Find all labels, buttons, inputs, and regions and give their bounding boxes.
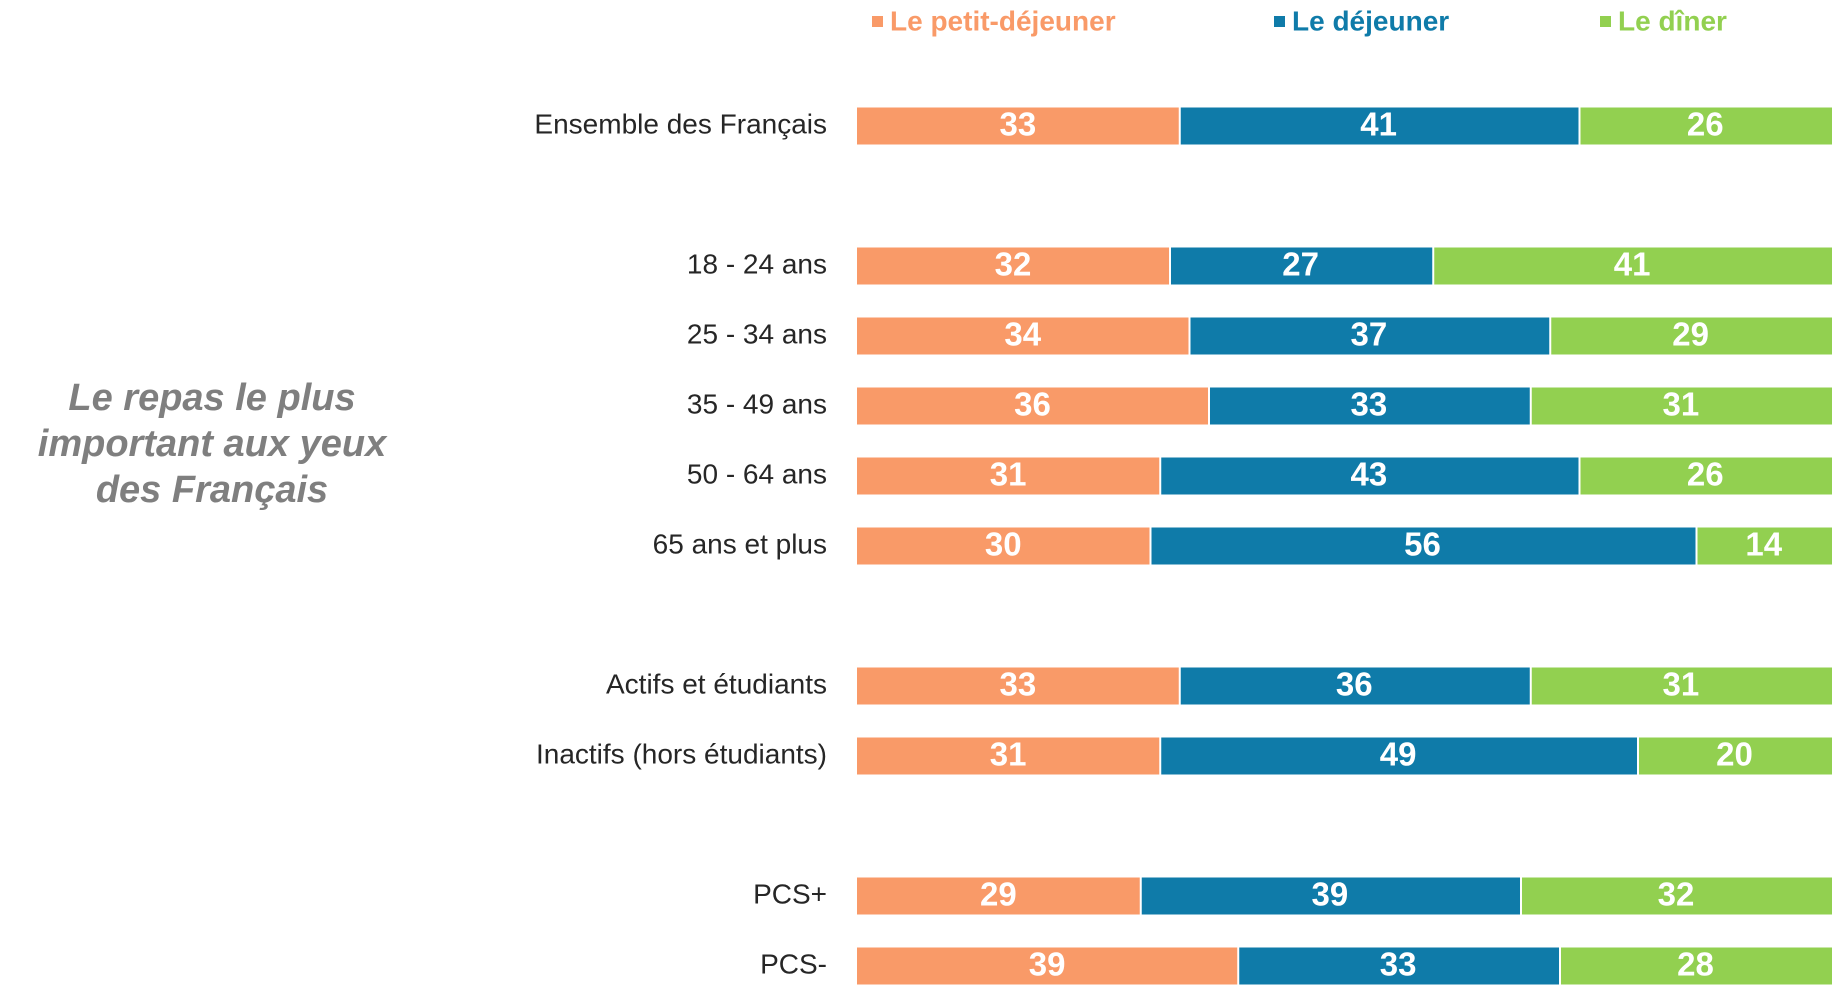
value-label: 37 (1351, 316, 1388, 353)
legend-label: Le déjeuner (1292, 5, 1449, 36)
value-label: 36 (1336, 666, 1373, 703)
value-label: 26 (1687, 456, 1724, 493)
bar-segment (1551, 317, 1832, 355)
bar-segment (1531, 387, 1832, 425)
value-label: 56 (1404, 526, 1441, 563)
value-label: 27 (1282, 246, 1319, 283)
value-label: 32 (1658, 876, 1695, 913)
bar-segment (1580, 457, 1832, 495)
category-label: 25 - 34 ans (687, 318, 827, 349)
bar-segment (857, 107, 1179, 145)
bar-segment (857, 457, 1160, 495)
value-label: 36 (1014, 386, 1051, 423)
value-label: 31 (1663, 386, 1700, 423)
value-label: 31 (990, 456, 1027, 493)
bar-segment (1151, 527, 1696, 565)
category-label: Inactifs (hors étudiants) (536, 738, 827, 769)
category-label: Actifs et étudiants (606, 668, 827, 699)
value-label: 41 (1360, 106, 1397, 143)
value-label: 49 (1380, 736, 1417, 773)
value-label: 34 (1004, 316, 1041, 353)
bar-segment (1161, 457, 1579, 495)
value-label: 41 (1614, 246, 1651, 283)
bar-segment (857, 247, 1169, 285)
bar-segment (1171, 247, 1433, 285)
bar-segment (857, 317, 1189, 355)
bar-segment (1580, 107, 1832, 145)
value-label: 29 (1672, 316, 1709, 353)
bar-segment (1161, 737, 1637, 775)
bar-segment (1190, 317, 1550, 355)
bar-segment (1180, 667, 1530, 705)
value-label: 39 (1312, 876, 1349, 913)
bar-segment (1639, 737, 1832, 775)
bar-segment (857, 527, 1150, 565)
bar-segment (857, 737, 1160, 775)
value-label: 33 (1000, 666, 1037, 703)
value-label: 26 (1687, 106, 1724, 143)
bar-segment (1141, 877, 1520, 915)
value-label: 32 (995, 246, 1032, 283)
value-label: 29 (980, 876, 1017, 913)
bar-segment (857, 387, 1208, 425)
legend-label: Le dîner (1618, 5, 1727, 36)
bar-segment (1697, 527, 1832, 565)
bar-segment (1239, 947, 1559, 985)
value-label: 31 (990, 736, 1027, 773)
legend-swatch (1600, 16, 1611, 27)
bar-segment (1522, 877, 1832, 915)
legend-swatch (872, 16, 883, 27)
category-label: 18 - 24 ans (687, 248, 827, 279)
value-label: 33 (1000, 106, 1037, 143)
category-label: Ensemble des Français (534, 108, 827, 139)
category-label: PCS- (760, 948, 827, 979)
bar-segment (857, 667, 1179, 705)
value-label: 30 (985, 526, 1022, 563)
category-label: PCS+ (753, 878, 827, 909)
value-label: 14 (1745, 526, 1782, 563)
value-label: 33 (1351, 386, 1388, 423)
bar-segment (1561, 947, 1832, 985)
chart-title: Le repas le plus important aux yeux des … (37, 377, 387, 511)
value-label: 33 (1380, 946, 1417, 983)
category-label: 35 - 49 ans (687, 388, 827, 419)
legend-label: Le petit-déjeuner (890, 5, 1116, 36)
bar-segment (1531, 667, 1832, 705)
bar-segment (1434, 247, 1832, 285)
value-label: 39 (1029, 946, 1066, 983)
legend-swatch (1274, 16, 1285, 27)
category-label: 65 ans et plus (653, 528, 827, 559)
value-label: 20 (1716, 736, 1753, 773)
category-label: 50 - 64 ans (687, 458, 827, 489)
value-label: 28 (1677, 946, 1714, 983)
bar-segment (857, 947, 1238, 985)
bar-segment (1210, 387, 1530, 425)
value-label: 31 (1663, 666, 1700, 703)
value-label: 43 (1351, 456, 1388, 493)
bar-segment (1180, 107, 1579, 145)
bar-segment (857, 877, 1140, 915)
